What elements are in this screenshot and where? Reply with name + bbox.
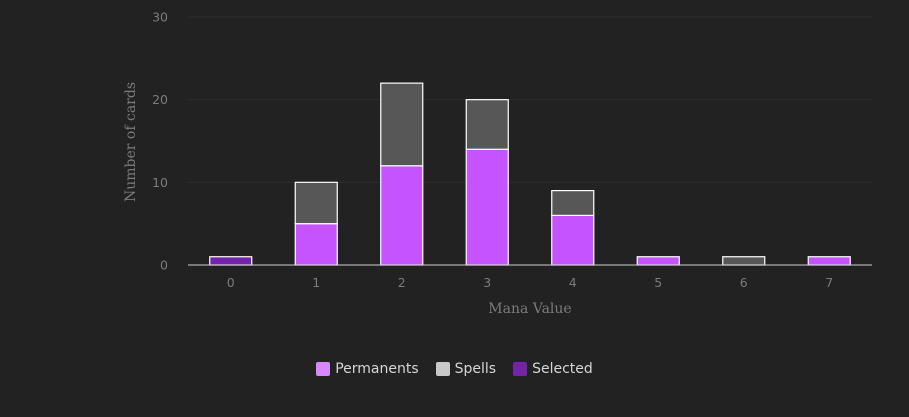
bar-spells-4[interactable] <box>551 190 595 217</box>
x-tick-label: 1 <box>312 275 320 290</box>
x-tick-label: 7 <box>825 275 833 290</box>
bar-permanents-3[interactable] <box>465 148 509 266</box>
legend-label: Selected <box>532 361 593 377</box>
x-tick-label: 0 <box>227 275 235 290</box>
legend-swatch <box>435 362 450 376</box>
bar-permanents-2[interactable] <box>380 165 424 266</box>
legend-swatch <box>513 362 528 376</box>
y-tick-label: 10 <box>152 175 168 190</box>
gridlines <box>188 16 872 183</box>
bar-permanents-7[interactable] <box>807 256 851 266</box>
legend-label: Permanents <box>335 361 419 377</box>
bar-permanents-4[interactable] <box>551 214 595 266</box>
legend-item-spells[interactable]: Spells <box>435 361 497 377</box>
x-tick-label: 5 <box>654 275 662 290</box>
legend-item-selected[interactable]: Selected <box>513 361 593 377</box>
y-tick-label: 30 <box>152 10 168 25</box>
bar-permanents-5[interactable] <box>636 256 680 266</box>
bar-spells-3[interactable] <box>465 99 509 150</box>
x-tick-label: 3 <box>483 275 491 290</box>
x-tick-label: 2 <box>398 275 406 290</box>
x-tick-label: 6 <box>740 275 748 290</box>
legend-label: Spells <box>454 361 497 377</box>
legend-item-permanents[interactable]: Permanents <box>316 361 419 377</box>
chart-legend: Permanents Spells Selected <box>0 361 909 377</box>
x-axis-ticks: 0 1 2 3 4 5 6 7 <box>227 275 833 290</box>
y-tick-label: 0 <box>160 258 168 273</box>
bar-selected-0[interactable] <box>209 256 253 266</box>
y-tick-label: 20 <box>152 92 168 107</box>
bars <box>209 82 851 266</box>
y-axis-title: Number of cards <box>123 82 139 202</box>
x-tick-label: 4 <box>569 275 577 290</box>
legend-swatch <box>316 362 331 376</box>
x-axis-title: Mana Value <box>488 301 571 317</box>
bar-permanents-1[interactable] <box>294 223 338 266</box>
bar-spells-6[interactable] <box>722 256 766 266</box>
bar-spells-1[interactable] <box>294 181 338 225</box>
mana-curve-chart: 0 10 20 30 0 1 2 3 4 5 6 7 Mana Value Number of ca… <box>123 10 872 317</box>
bar-spells-2[interactable] <box>380 82 424 167</box>
y-axis-ticks: 0 10 20 30 <box>152 10 168 273</box>
